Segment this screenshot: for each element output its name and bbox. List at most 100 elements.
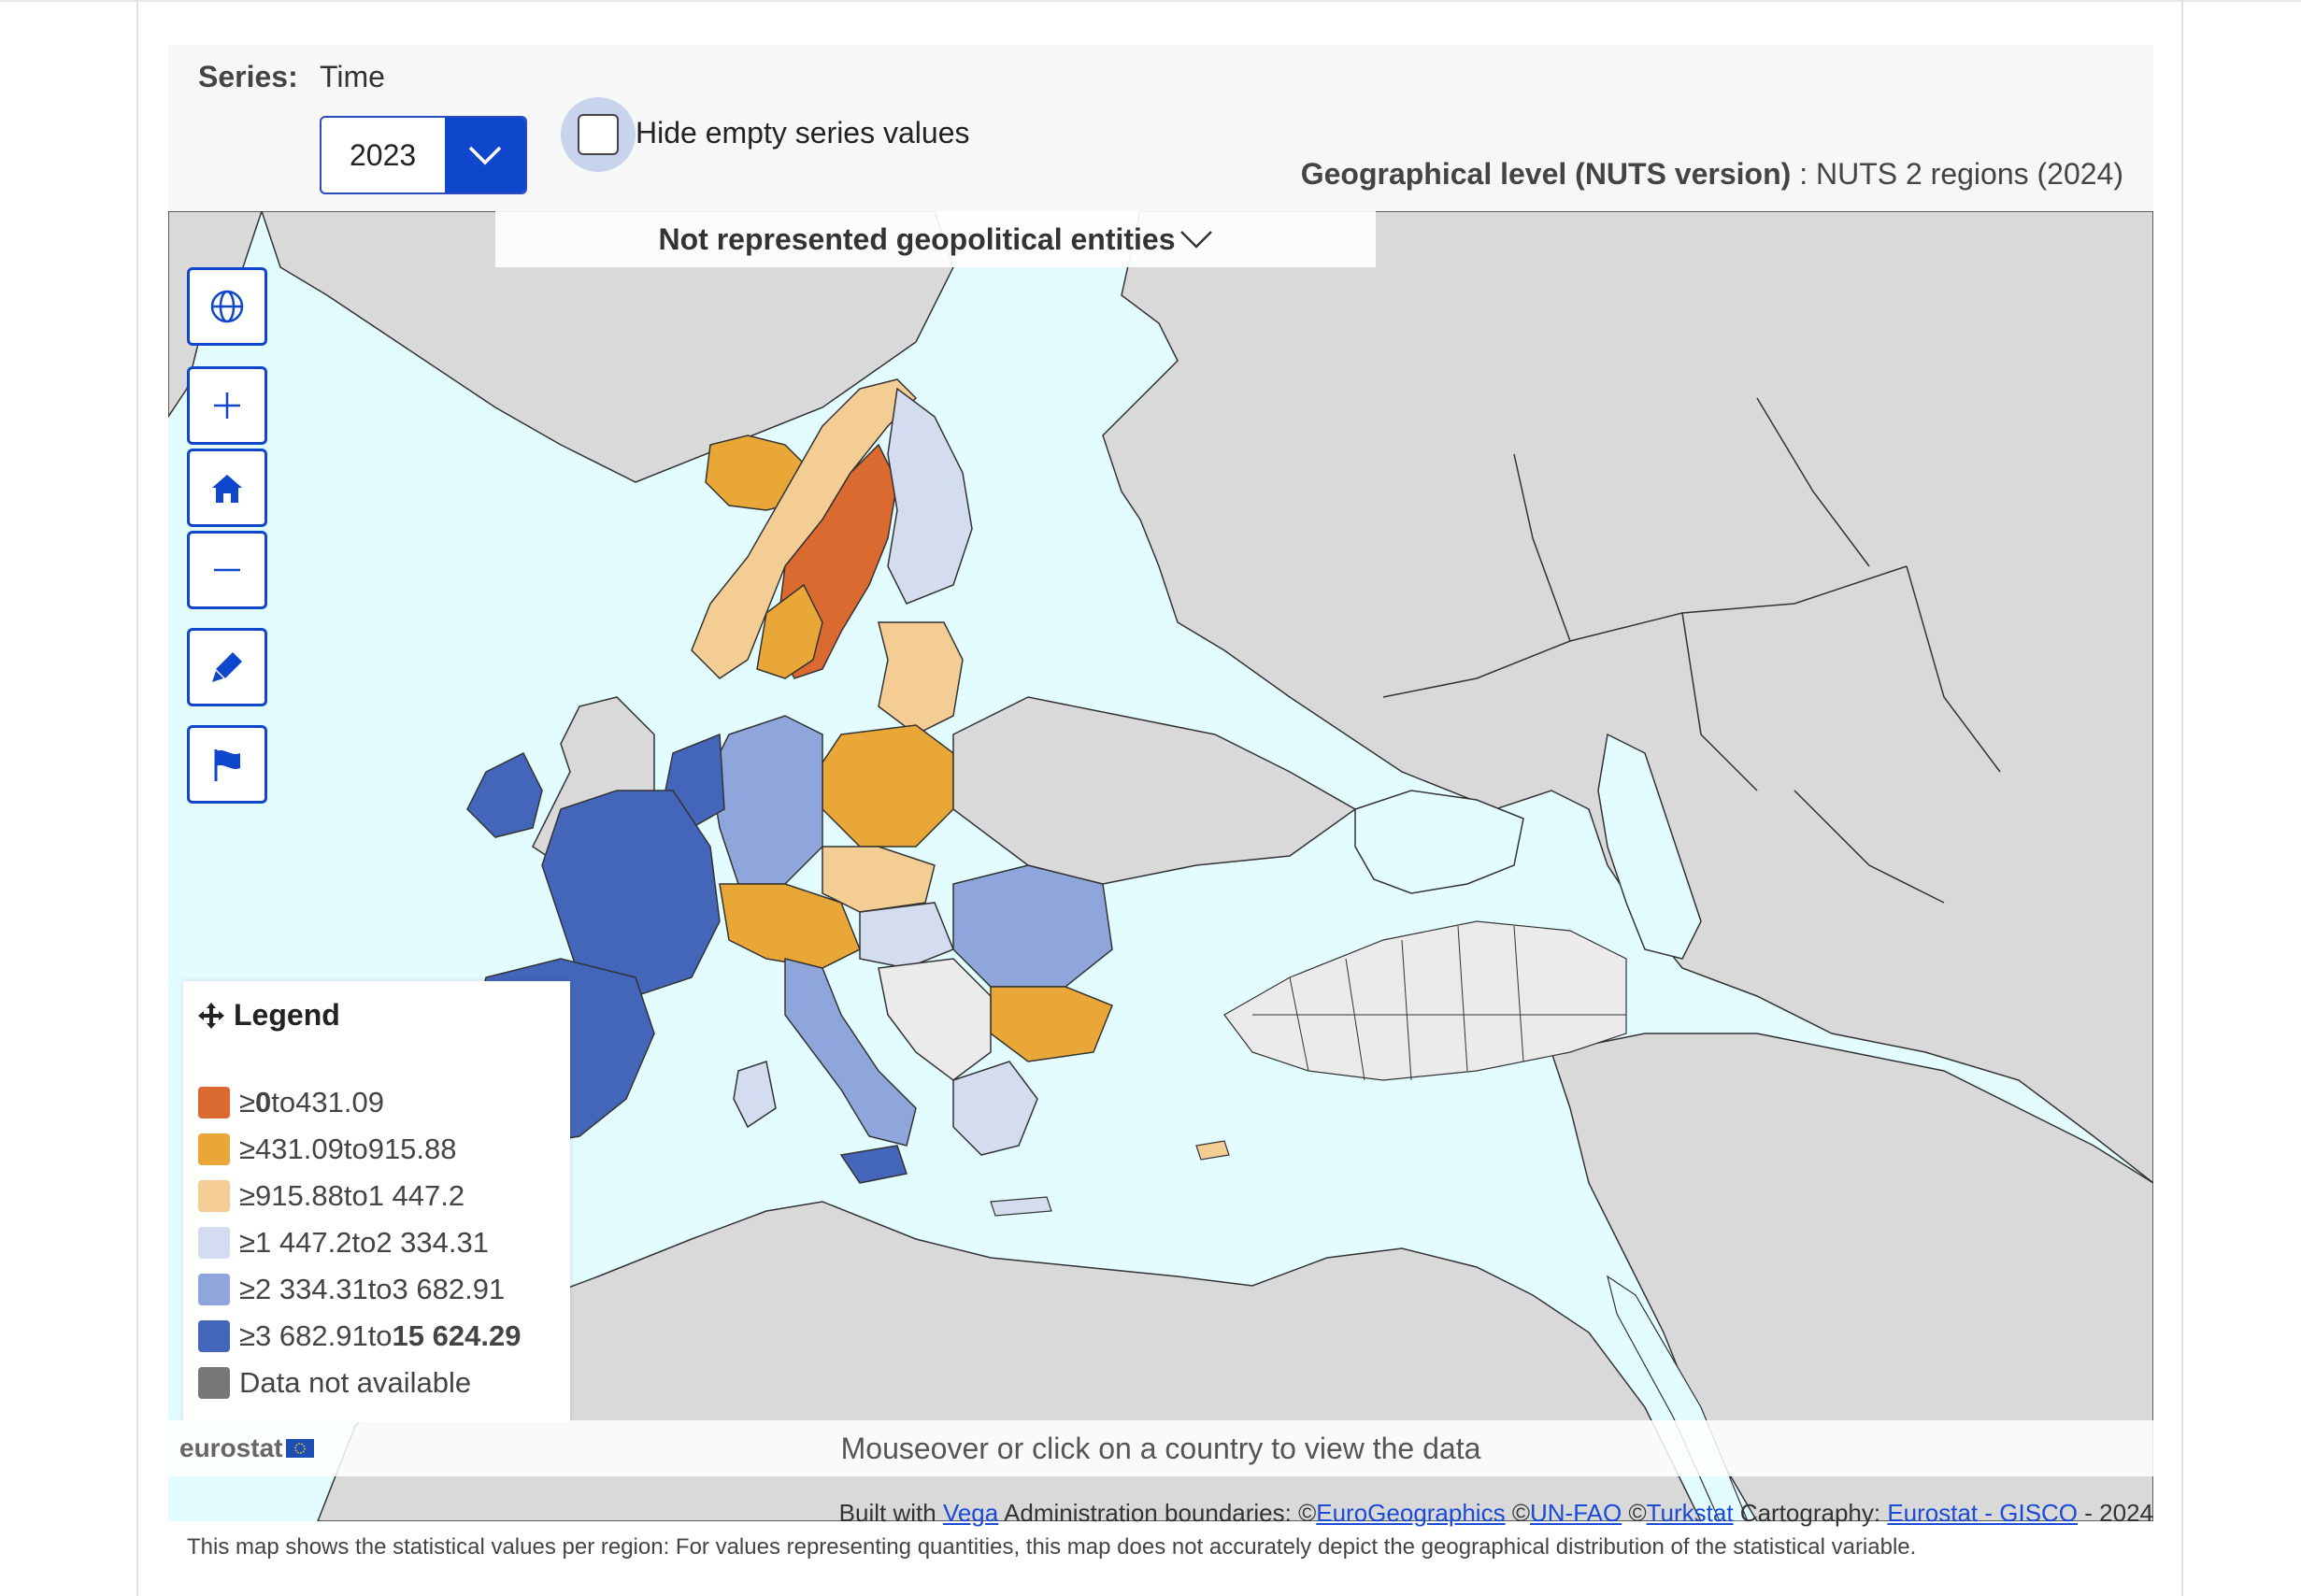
germany bbox=[709, 715, 823, 885]
legend-prefix: ≥ bbox=[239, 1086, 256, 1119]
globe-button[interactable] bbox=[187, 267, 267, 346]
credits-text: Built with bbox=[838, 1499, 943, 1527]
turkey-grid bbox=[1252, 925, 1626, 1081]
globe-icon bbox=[210, 290, 244, 323]
legend-swatch bbox=[198, 1133, 230, 1165]
eurogeographics-link[interactable]: EuroGeographics bbox=[1316, 1499, 1506, 1527]
legend-mid: to bbox=[343, 1179, 368, 1212]
legend-prefix: ≥ bbox=[239, 1319, 256, 1352]
mouseover-hint: Mouseover or click on a country to view … bbox=[168, 1420, 2153, 1476]
flag-icon bbox=[214, 749, 240, 781]
cyprus bbox=[1195, 1140, 1230, 1161]
legend-swatch bbox=[198, 1320, 230, 1352]
legend-mid: to bbox=[343, 1133, 368, 1165]
poland bbox=[822, 724, 954, 848]
legend-prefix: ≥ bbox=[239, 1273, 256, 1305]
legend-high: 15 624.29 bbox=[392, 1319, 522, 1352]
greece bbox=[952, 1061, 1038, 1156]
hide-empty-label: Hide empty series values bbox=[636, 116, 970, 150]
credits: Built with Vega Administration boundarie… bbox=[839, 1499, 2153, 1528]
legend[interactable]: Legend ≥ 0 to 431.09 ≥ 431.09 to 915.88 … bbox=[183, 981, 570, 1422]
not-represented-dropdown[interactable]: Not represented geopolitical entities bbox=[495, 211, 1376, 267]
frame-left bbox=[136, 0, 138, 1596]
legend-low: 2 334.31 bbox=[255, 1273, 368, 1305]
legend-swatch bbox=[198, 1180, 230, 1212]
legend-item: ≥ 431.09 to 915.88 bbox=[198, 1133, 457, 1166]
geographical-level: Geographical level (NUTS version) : NUTS… bbox=[1301, 157, 2123, 192]
finland bbox=[887, 387, 973, 605]
legend-mid: to bbox=[367, 1273, 393, 1305]
gisco-link[interactable]: Eurostat - GISCO bbox=[1887, 1499, 2079, 1527]
legend-low: 431.09 bbox=[255, 1133, 344, 1165]
credits-text: Cartography: bbox=[1733, 1499, 1888, 1527]
flag-button[interactable] bbox=[187, 725, 267, 804]
legend-item: ≥ 915.88 to 1 447.2 bbox=[198, 1179, 464, 1213]
legend-title[interactable]: Legend bbox=[196, 998, 340, 1033]
not-represented-label: Not represented geopolitical entities bbox=[658, 221, 1176, 256]
legend-item: ≥ 3 682.91 to 15 624.29 bbox=[198, 1319, 521, 1353]
zoom-in-icon bbox=[214, 392, 240, 419]
zoom-in-button[interactable] bbox=[187, 366, 267, 445]
top-border bbox=[0, 0, 2301, 2]
middle-east bbox=[1551, 1033, 2153, 1521]
eu-flag-icon bbox=[286, 1439, 315, 1458]
turkstat-link[interactable]: Turkstat bbox=[1646, 1499, 1734, 1527]
legend-low: 0 bbox=[255, 1086, 272, 1119]
sicily bbox=[839, 1145, 908, 1184]
bulgaria bbox=[990, 986, 1113, 1062]
legend-swatch bbox=[198, 1087, 230, 1119]
legend-low: 915.88 bbox=[255, 1179, 344, 1212]
credits-text: © bbox=[1622, 1499, 1647, 1527]
credits-text: © bbox=[1505, 1499, 1530, 1527]
map-area[interactable] bbox=[168, 211, 2153, 1521]
baltics bbox=[878, 621, 964, 735]
eastern-europe bbox=[952, 696, 1357, 885]
hide-empty-checkbox[interactable] bbox=[561, 97, 636, 172]
france bbox=[541, 790, 721, 997]
czech-slovakia bbox=[822, 846, 936, 913]
legend-title-text: Legend bbox=[234, 998, 340, 1032]
logo-text: eurostat bbox=[179, 1433, 283, 1462]
un-fao-link[interactable]: UN-FAO bbox=[1529, 1499, 1622, 1527]
geo-level-label: Geographical level (NUTS version) bbox=[1300, 157, 1792, 191]
legend-mid: to bbox=[271, 1086, 296, 1119]
legend-swatch bbox=[198, 1227, 230, 1259]
russia-asia bbox=[1102, 211, 2153, 1184]
zoom-out-button[interactable] bbox=[187, 531, 267, 609]
home-button[interactable] bbox=[187, 449, 267, 527]
caspian-sea bbox=[1597, 733, 1702, 960]
sardinia bbox=[733, 1061, 777, 1129]
series-dimension: Time bbox=[320, 60, 385, 93]
legend-prefix: ≥ bbox=[239, 1226, 256, 1259]
year-select[interactable]: 2023 bbox=[320, 116, 527, 194]
move-icon[interactable] bbox=[196, 1001, 226, 1031]
series-label: Series: bbox=[198, 60, 298, 93]
credits-text: - 2024 bbox=[2078, 1499, 2153, 1527]
legend-high: 915.88 bbox=[367, 1133, 457, 1165]
chevron-down-icon[interactable] bbox=[445, 118, 525, 192]
legend-low: 1 447.2 bbox=[255, 1226, 352, 1259]
alpine-regions bbox=[719, 883, 861, 969]
south-sweden bbox=[756, 583, 823, 679]
disclaimer: This map shows the statistical values pe… bbox=[187, 1534, 1917, 1560]
home-icon bbox=[212, 475, 242, 503]
geo-level-value: : NUTS 2 regions (2024) bbox=[1791, 157, 2123, 191]
hungary bbox=[859, 902, 954, 969]
legend-swatch bbox=[198, 1367, 230, 1399]
legend-item: ≥ 0 to 431.09 bbox=[198, 1086, 384, 1119]
frame-right bbox=[2181, 0, 2183, 1596]
zoom-out-icon bbox=[214, 568, 240, 572]
legend-na-label: Data not available bbox=[239, 1366, 472, 1399]
crete bbox=[990, 1196, 1052, 1217]
italy bbox=[784, 958, 917, 1147]
vega-link[interactable]: Vega bbox=[942, 1499, 999, 1527]
pen-icon bbox=[212, 652, 242, 682]
chevron-down-icon bbox=[1179, 231, 1212, 249]
legend-high: 2 334.31 bbox=[376, 1226, 489, 1259]
legend-mid: to bbox=[351, 1226, 377, 1259]
year-value: 2023 bbox=[350, 137, 417, 172]
checkbox-box[interactable] bbox=[578, 114, 619, 155]
legend-mid: to bbox=[367, 1319, 393, 1352]
legend-prefix: ≥ bbox=[239, 1179, 256, 1212]
pen-button[interactable] bbox=[187, 628, 267, 706]
